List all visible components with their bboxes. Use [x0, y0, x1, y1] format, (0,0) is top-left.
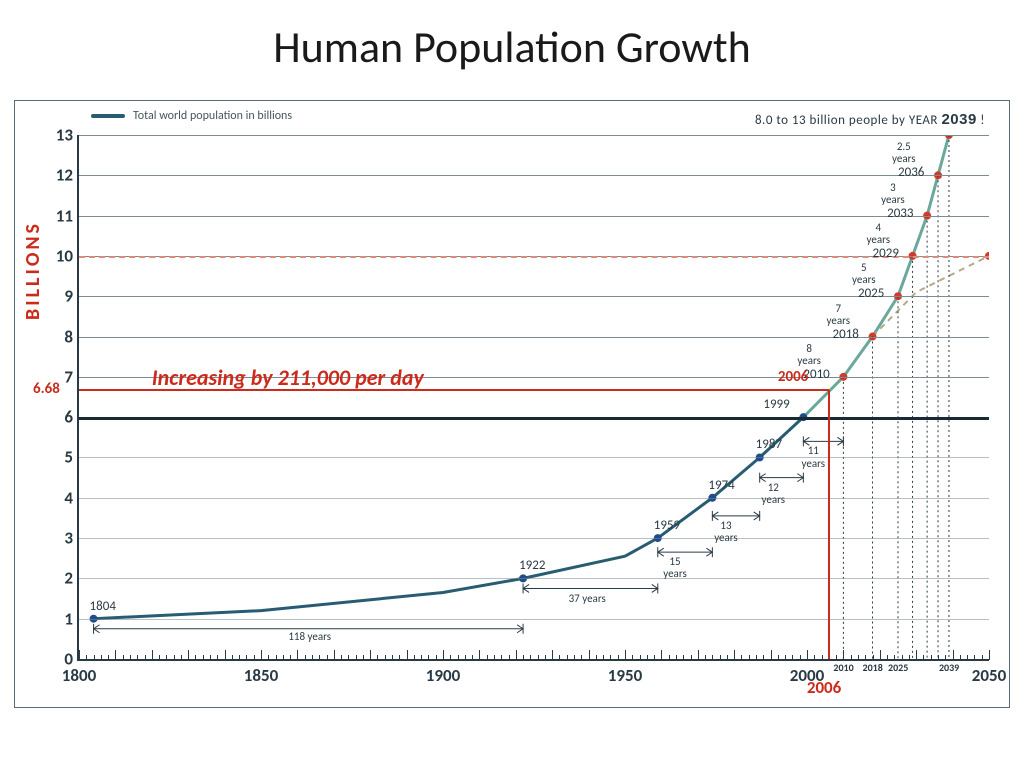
x-tick: 1850 [244, 665, 278, 686]
y-tick: 6 [64, 407, 73, 428]
year-marker-label: 1987 [756, 437, 782, 452]
interval-label: 13years [714, 520, 738, 544]
bottom-small-year: 2018 [863, 661, 883, 674]
legend-swatch [91, 114, 125, 118]
bottom-small-year: 2039 [939, 661, 959, 674]
year-marker-label: 1959 [654, 518, 680, 533]
year-marker-label: 2018 [833, 327, 859, 342]
x-tick: 1800 [62, 665, 96, 686]
interval-label: 4years [867, 222, 891, 246]
year-marker-label: 2033 [887, 206, 913, 221]
interval-label: 11years [802, 445, 826, 469]
bottom-small-year: 2010 [833, 661, 853, 674]
legend: Total world population in billions [91, 109, 292, 123]
headline-annotation: Increasing by 211,000 per day [152, 364, 424, 391]
year-marker-label: 1974 [708, 478, 734, 493]
y-axis-label: BILLIONS [21, 221, 45, 320]
year-marker-label: 2029 [873, 246, 899, 261]
y-tick: 2 [64, 568, 73, 589]
plot-area: 0123456789101112131800185019001950200020… [77, 135, 989, 661]
interval-label: 118 years [288, 631, 331, 643]
interval-label: 3years [881, 182, 905, 206]
y-tick: 4 [64, 487, 73, 508]
year-marker-label: 2036 [898, 165, 924, 180]
slide-title: Human Population Growth [0, 20, 1024, 74]
y-tick: 12 [56, 165, 73, 186]
year-marker-label: 2025 [858, 286, 884, 301]
y-tick: 7 [64, 366, 73, 387]
interval-label: 2.5years [892, 141, 916, 165]
y-tick: 13 [56, 125, 73, 146]
x-tick: 1900 [426, 665, 460, 686]
interval-label: 7years [827, 303, 851, 327]
legend-text: Total world population in billions [133, 109, 292, 123]
y-tick: 11 [56, 205, 73, 226]
year-marker-label: 1804 [90, 599, 116, 614]
top-right-note: 8.0 to 13 billion people by YEAR 2039 ! [755, 111, 985, 128]
ref-value-label: 6.68 [33, 380, 60, 398]
x-tick: 1950 [608, 665, 642, 686]
year-marker-label: 1922 [519, 558, 545, 573]
bottom-small-year: 2025 [888, 661, 908, 674]
y-tick: 9 [64, 286, 73, 307]
interval-label: 12years [762, 482, 786, 506]
y-tick: 8 [64, 326, 73, 347]
ref-year-label: 2006 [778, 368, 808, 386]
y-tick: 5 [64, 447, 73, 468]
y-tick: 10 [56, 245, 73, 266]
chart-svg [79, 135, 989, 659]
population-chart: BILLIONS Total world population in billi… [14, 100, 1010, 708]
interval-label: 5years [852, 262, 876, 286]
interval-label: 37 years [569, 593, 606, 605]
ref-year-bottom-label: 2006 [807, 677, 841, 698]
y-tick: 1 [64, 608, 73, 629]
y-tick: 3 [64, 528, 73, 549]
interval-label: 15years [663, 556, 687, 580]
x-tick: 2050 [972, 665, 1006, 686]
interval-label: 8years [797, 343, 821, 367]
year-marker-label: 1999 [763, 397, 789, 412]
